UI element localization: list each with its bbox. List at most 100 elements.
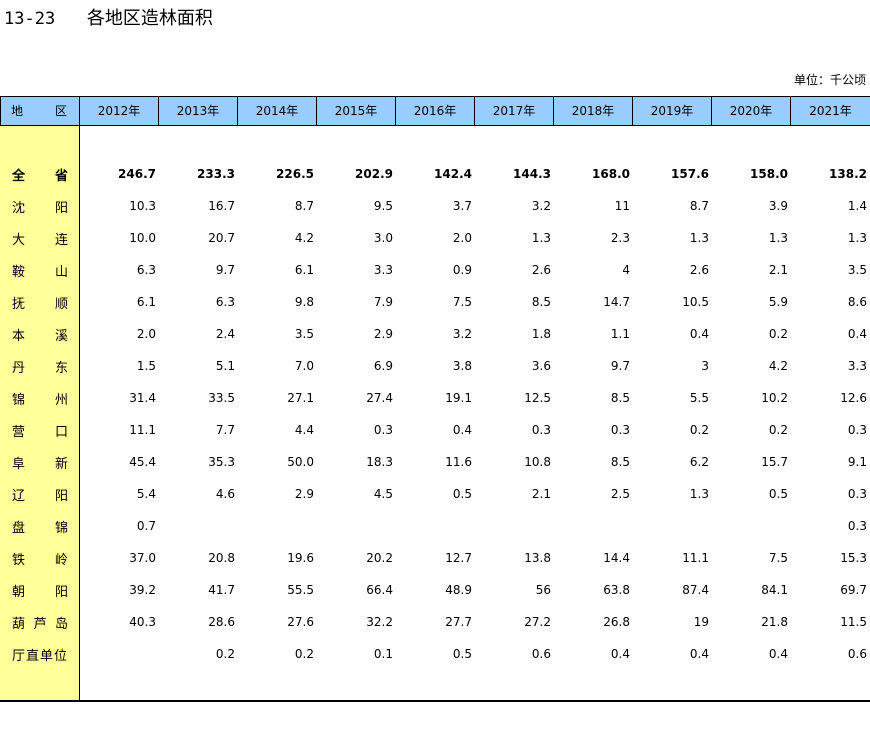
region-name-char: 山 <box>54 264 68 280</box>
region-name: 葫芦岛 <box>0 613 80 632</box>
table-title: 13-23 各地区造林面积 <box>4 6 213 32</box>
value-cell: 20.7 <box>208 231 235 245</box>
region-name-char: 溪 <box>54 328 68 344</box>
value-cell: 15.3 <box>840 551 867 565</box>
value-cell: 20.2 <box>366 551 393 565</box>
value-cell: 3.0 <box>373 231 393 245</box>
region-divider <box>79 126 80 700</box>
value-cell: 5.1 <box>215 359 235 373</box>
value-cell: 1.3 <box>689 487 709 501</box>
region-name-char: 抚 <box>12 296 26 312</box>
value-cell: 9.8 <box>294 295 314 309</box>
value-cell: 0.3 <box>373 423 393 437</box>
value-cell: 41.7 <box>208 583 235 597</box>
value-cell: 6.3 <box>215 295 235 309</box>
value-cell: 11.1 <box>129 423 156 437</box>
value-cell: 5.4 <box>136 487 156 501</box>
region-name: 丹东 <box>0 357 80 376</box>
value-cell: 0.1 <box>373 647 393 661</box>
value-cell: 9.7 <box>610 359 630 373</box>
table-row: 沈阳 10.3 16.7 8.7 9.5 3.7 3.2 11 8.7 3.9 1.4 <box>0 190 870 222</box>
value-cell: 6.3 <box>136 263 156 277</box>
value-cell: 0.2 <box>768 327 788 341</box>
value-cell: 27.2 <box>524 615 551 629</box>
table-bottom-rule <box>0 700 870 702</box>
region-name-char: 鞍 <box>12 264 26 280</box>
region-name-char: 朝 <box>12 584 26 600</box>
region-name-char: 盘 <box>12 520 26 536</box>
value-cell: 0.5 <box>452 487 472 501</box>
value-cell: 0.3 <box>610 423 630 437</box>
value-cell: 0.4 <box>847 327 867 341</box>
value-cell: 35.3 <box>208 455 235 469</box>
value-cell: 3.7 <box>452 199 472 213</box>
region-name: 厅直单位 <box>12 648 69 664</box>
table-row: 阜新 45.4 35.3 50.0 18.3 11.6 10.8 8.5 6.2 15.7 9.1 <box>0 446 870 478</box>
value-cell: 0.4 <box>452 423 472 437</box>
value-cell: 4.2 <box>768 359 788 373</box>
table-row: 盘锦 0.7 0.3 <box>0 510 870 542</box>
value-cell: 1.3 <box>847 231 867 245</box>
value-cell: 202.9 <box>355 167 393 181</box>
value-cell: 4 <box>622 263 630 277</box>
region-column-background <box>0 96 79 700</box>
value-cell: 6.2 <box>689 455 709 469</box>
value-cell: 19.6 <box>287 551 314 565</box>
value-cell: 3.3 <box>373 263 393 277</box>
value-cell: 19 <box>693 615 709 629</box>
value-cell: 10.0 <box>129 231 156 245</box>
value-cell: 0.6 <box>847 647 867 661</box>
value-cell: 10.2 <box>761 391 788 405</box>
value-cell: 69.7 <box>840 583 867 597</box>
region-name-char: 大 <box>12 232 26 248</box>
value-cell: 0.4 <box>610 647 630 661</box>
region-name-char: 省 <box>54 168 68 184</box>
value-cell: 37.0 <box>129 551 156 565</box>
region-name-char: 岛 <box>54 616 68 632</box>
region-name-char: 阜 <box>12 456 26 472</box>
header-year: 2016年 <box>396 97 475 125</box>
table-row: 抚顺 6.1 6.3 9.8 7.9 7.5 8.5 14.7 10.5 5.9 8.6 <box>0 286 870 318</box>
value-cell: 2.5 <box>610 487 630 501</box>
region-name: 营口 <box>0 421 80 440</box>
value-cell: 3.6 <box>531 359 551 373</box>
region-name-char: 锦 <box>54 520 68 536</box>
value-cell: 2.1 <box>768 263 788 277</box>
value-cell: 3.8 <box>452 359 472 373</box>
region-name: 朝阳 <box>0 581 80 600</box>
value-cell: 0.3 <box>531 423 551 437</box>
region-name-char: 营 <box>12 424 26 440</box>
region-name-char: 新 <box>54 456 68 472</box>
header-year: 2021年 <box>791 97 870 125</box>
value-cell: 4.5 <box>373 487 393 501</box>
value-cell: 246.7 <box>118 167 156 181</box>
value-cell: 168.0 <box>592 167 630 181</box>
header-year: 2014年 <box>238 97 317 125</box>
header-year: 2015年 <box>317 97 396 125</box>
value-cell: 11 <box>614 199 630 213</box>
value-cell: 39.2 <box>129 583 156 597</box>
value-cell: 157.6 <box>671 167 709 181</box>
region-name-char: 阳 <box>54 584 68 600</box>
value-cell: 3.5 <box>847 263 867 277</box>
table-row: 营口 11.1 7.7 4.4 0.3 0.4 0.3 0.3 0.2 0.2 0.3 <box>0 414 870 446</box>
value-cell: 7.5 <box>768 551 788 565</box>
value-cell: 66.4 <box>366 583 393 597</box>
region-name-char: 东 <box>54 360 68 376</box>
region-name-char: 丹 <box>12 360 26 376</box>
value-cell: 8.5 <box>610 391 630 405</box>
region-name-char: 阳 <box>54 200 68 216</box>
region-name: 沈阳 <box>0 197 80 216</box>
region-name: 铁岭 <box>0 549 80 568</box>
value-cell: 4.6 <box>215 487 235 501</box>
value-cell: 84.1 <box>761 583 788 597</box>
region-name-char: 州 <box>54 392 68 408</box>
region-name-char: 辽 <box>12 488 26 504</box>
table-row: 锦州 31.4 33.5 27.1 27.4 19.1 12.5 8.5 5.5 10.2 12.6 <box>0 382 870 414</box>
value-cell: 2.0 <box>452 231 472 245</box>
value-cell: 5.5 <box>689 391 709 405</box>
region-name: 大连 <box>0 229 80 248</box>
header-year: 2012年 <box>80 97 159 125</box>
value-cell: 0.7 <box>136 519 156 533</box>
value-cell: 8.7 <box>689 199 709 213</box>
